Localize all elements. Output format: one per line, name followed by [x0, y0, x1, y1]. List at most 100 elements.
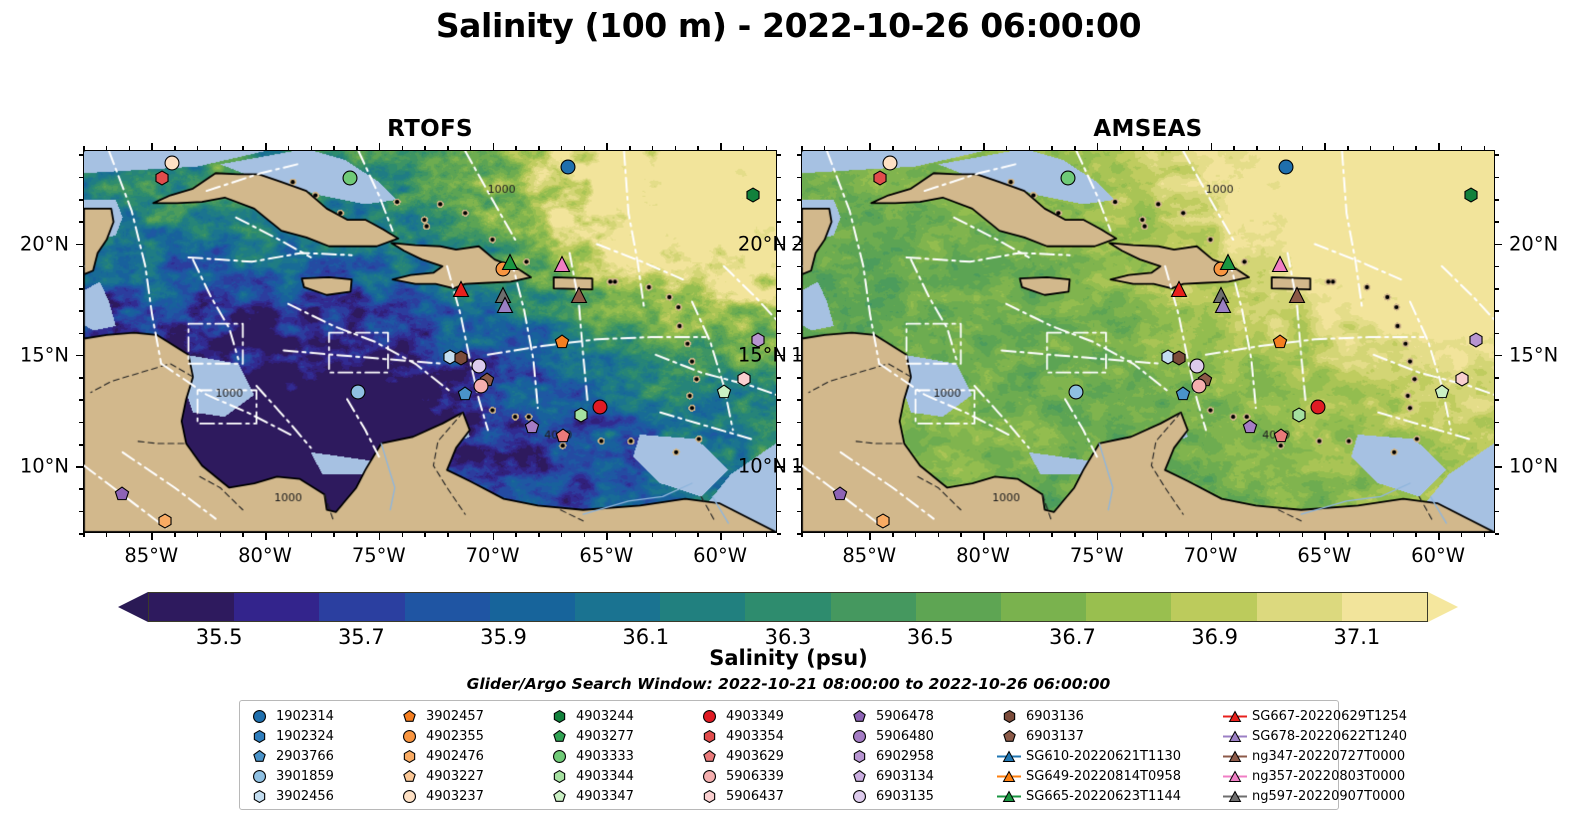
map-marker-ng347-20220727T0000[interactable] [570, 286, 588, 303]
map-marker-ng357-20220803T0000[interactable] [553, 255, 571, 272]
map-marker-4903344[interactable] [574, 407, 589, 423]
legend-item-6903136[interactable]: 6903136 [996, 706, 1222, 726]
colorbar-segment [915, 593, 1002, 621]
y-axis-label: 10°N [1509, 454, 1559, 478]
legend-item-ng347-20220727T0000[interactable]: ng347-20220727T0000 [1222, 746, 1405, 766]
map-marker-3902457[interactable] [1272, 334, 1288, 349]
legend-item-4902355[interactable]: 4902355 [396, 726, 546, 746]
map-marker-4903333[interactable] [1060, 170, 1076, 186]
map-marker-4903347[interactable] [1434, 384, 1449, 399]
legend-item-3902456[interactable]: 3902456 [246, 786, 396, 806]
map-marker-6902958[interactable] [1468, 332, 1483, 348]
map-marker-5906480[interactable] [525, 419, 540, 435]
map-marker-5906478[interactable] [114, 486, 129, 502]
map-marker-6903135[interactable] [1189, 358, 1205, 374]
legend-item-1902324[interactable]: 1902324 [246, 726, 396, 746]
legend-item-6903135[interactable]: 6903135 [846, 786, 996, 806]
legend-item-SG649-20220814T0958[interactable]: SG649-20220814T0958 [996, 766, 1222, 786]
legend-label: 4903277 [576, 728, 634, 744]
map-marker-3902457[interactable] [554, 334, 570, 349]
map-marker-2903766[interactable] [458, 386, 473, 401]
legend-item-ng597-20220907T0000[interactable]: ng597-20220907T0000 [1222, 786, 1405, 806]
legend-item-4903354[interactable]: 4903354 [696, 726, 846, 746]
map-marker-5906339[interactable] [1191, 378, 1207, 394]
legend-item-3902457[interactable]: 3902457 [396, 706, 546, 726]
map-marker-5906478[interactable] [832, 486, 847, 502]
map-marker-4903347[interactable] [716, 384, 731, 399]
map-marker-3901859[interactable] [350, 384, 366, 400]
legend-item-5906339[interactable]: 5906339 [696, 766, 846, 786]
legend-item-5906480[interactable]: 5906480 [846, 726, 996, 746]
map-marker-5906437[interactable] [1455, 371, 1470, 387]
legend-item-4903347[interactable]: 4903347 [546, 786, 696, 806]
map-marker-5906437[interactable] [737, 371, 752, 387]
legend-item-4903349[interactable]: 4903349 [696, 706, 846, 726]
axis-tick [1460, 533, 1463, 537]
legend-item-6903137[interactable]: 6903137 [996, 726, 1222, 746]
map-marker-4903344[interactable] [1292, 407, 1307, 423]
colorbar[interactable]: 35.5 35.7 35.9 36.1 36.3 36.5 36.7 36.9 37.1 [118, 592, 1458, 649]
map-marker-SG665-20220623T1144[interactable] [1219, 253, 1237, 271]
axis-tick [1495, 488, 1499, 491]
legend-item-2903766[interactable]: 2903766 [246, 746, 396, 766]
legend-item-5906437[interactable]: 5906437 [696, 786, 846, 806]
map-marker-1902314[interactable] [1278, 159, 1294, 175]
legend-item-3901859[interactable]: 3901859 [246, 766, 396, 786]
map-marker-6903136[interactable] [1171, 350, 1186, 366]
map-marker-5906480[interactable] [1243, 419, 1258, 435]
legend-marker-icon [1222, 789, 1248, 803]
map-marker-3901859[interactable] [1068, 384, 1084, 400]
legend-item-ng357-20220803T0000[interactable]: ng357-20220803T0000 [1222, 766, 1405, 786]
map-panel-amseas[interactable]: AMSEAS 85°W 80°W 75°W 70°W 65°W 60°W 20°N 20°N 1… [738, 116, 1558, 567]
map-marker-4902476[interactable] [157, 513, 172, 529]
map-frame-rtofs[interactable] [83, 150, 777, 533]
legend-item-5906478[interactable]: 5906478 [846, 706, 996, 726]
legend-label: 5906339 [726, 768, 784, 784]
map-marker-4903333[interactable] [342, 170, 358, 186]
map-marker-4903629[interactable] [555, 428, 571, 444]
legend-item-4903237[interactable]: 4903237 [396, 786, 546, 806]
legend-item-SG678-20220622T1240[interactable]: SG678-20220622T1240 [1222, 726, 1407, 746]
map-marker-4903349[interactable] [1310, 399, 1326, 415]
legend-item-4903629[interactable]: 4903629 [696, 746, 846, 766]
map-marker-SG678-20220622T1240[interactable] [1214, 296, 1232, 313]
map-marker-SG665-20220623T1144[interactable] [501, 253, 519, 271]
map-marker-2903766[interactable] [1176, 386, 1191, 401]
legend-item-SG665-20220623T1144[interactable]: SG665-20220623T1144 [996, 786, 1222, 806]
axis-tick [265, 533, 267, 540]
map-marker-4902476[interactable] [875, 513, 890, 529]
map-marker-1902314[interactable] [560, 159, 576, 175]
axis-tick [333, 533, 335, 537]
legend-item-4903244[interactable]: 4903244 [546, 706, 696, 726]
map-marker-ng347-20220727T0000[interactable] [1288, 286, 1306, 303]
map-marker-4903244[interactable] [1464, 187, 1479, 203]
map-panel-rtofs[interactable]: RTOFS 85°W80°W75°W70°W65°W60°W20°N20°N15… [20, 116, 840, 567]
map-marker-4903237[interactable] [882, 155, 898, 171]
map-marker-6902958[interactable] [750, 332, 765, 348]
map-marker-4903629[interactable] [1273, 428, 1289, 444]
map-frame-amseas[interactable] [801, 150, 1495, 533]
map-marker-5906339[interactable] [473, 378, 489, 394]
legend-item-4903333[interactable]: 4903333 [546, 746, 696, 766]
map-marker-4903244[interactable] [746, 187, 761, 203]
legend-item-4903227[interactable]: 4903227 [396, 766, 546, 786]
map-marker-SG678-20220622T1240[interactable] [496, 296, 514, 313]
map-marker-SG667-20220629T1254[interactable] [452, 280, 470, 298]
map-marker-6903136[interactable] [453, 350, 468, 366]
legend-item-4903277[interactable]: 4903277 [546, 726, 696, 746]
map-marker-6903135[interactable] [471, 358, 487, 374]
map-marker-4903349[interactable] [592, 399, 608, 415]
map-marker-SG667-20220629T1254[interactable] [1170, 280, 1188, 298]
map-marker-4903237[interactable] [164, 155, 180, 171]
legend-item-1902314[interactable]: 1902314 [246, 706, 396, 726]
map-marker-ng357-20220803T0000[interactable] [1271, 255, 1289, 272]
legend-item-SG610-20220621T1130[interactable]: SG610-20220621T1130 [996, 746, 1222, 766]
map-marker-4903354[interactable] [154, 170, 169, 186]
legend-item-SG667-20220629T1254[interactable]: SG667-20220629T1254 [1222, 706, 1407, 726]
legend-item-6902958[interactable]: 6902958 [846, 746, 996, 766]
legend[interactable]: 1902314 1902324 2903766 3901859 3902456 39024… [239, 700, 1407, 810]
map-marker-4903354[interactable] [872, 170, 887, 186]
legend-item-4902476[interactable]: 4902476 [396, 746, 546, 766]
legend-item-6903134[interactable]: 6903134 [846, 766, 996, 786]
legend-item-4903344[interactable]: 4903344 [546, 766, 696, 786]
